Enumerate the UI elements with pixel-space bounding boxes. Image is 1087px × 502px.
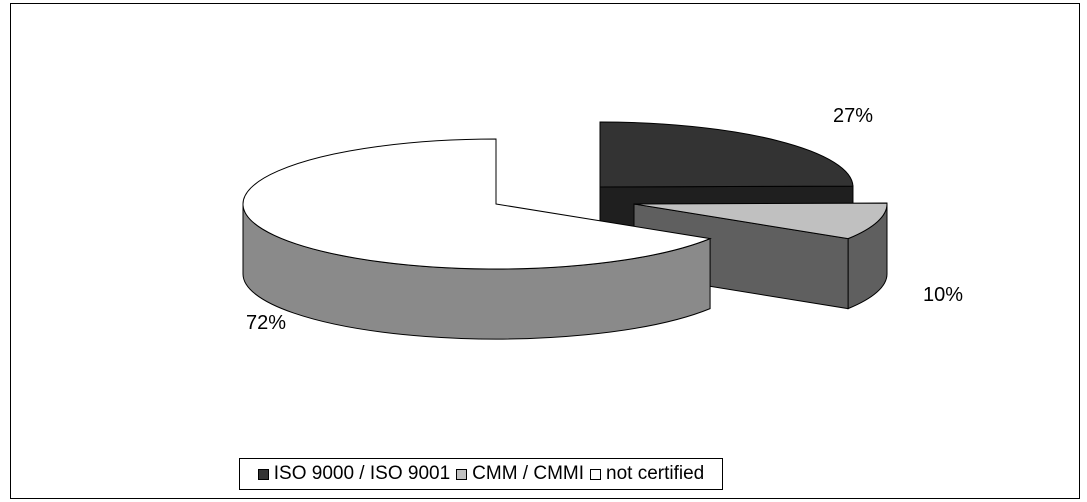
slice-top-not-certified [242, 138, 712, 270]
legend-item-cmm: CMM / CMMI [456, 463, 584, 485]
legend-item-iso: ISO 9000 / ISO 9001 [257, 463, 451, 485]
legend-label-cmm: CMM / CMMI [472, 463, 585, 484]
slice-top-iso [599, 121, 854, 188]
slice-top-cmm [633, 202, 888, 240]
data-label-iso: 27% [833, 105, 873, 127]
chart-legend: ISO 9000 / ISO 9001 CMM / CMMI not certi… [239, 458, 723, 490]
data-label-cmm: 10% [923, 284, 963, 306]
legend-swatch-iso [257, 468, 269, 480]
legend-label-iso: ISO 9000 / ISO 9001 [273, 463, 451, 484]
data-label-not-certified: 72% [246, 312, 286, 334]
legend-item-not-certified: not certified [590, 463, 704, 485]
chart-frame: 27% 10% 72% ISO 9000 / ISO 9001 CMM / CMMI… [10, 3, 1080, 499]
legend-swatch-not-certified [590, 468, 602, 480]
legend-label-not-certified: not certified [606, 463, 705, 484]
pie-chart: 27% 10% 72% [242, 105, 963, 340]
legend-swatch-cmm [456, 468, 468, 480]
